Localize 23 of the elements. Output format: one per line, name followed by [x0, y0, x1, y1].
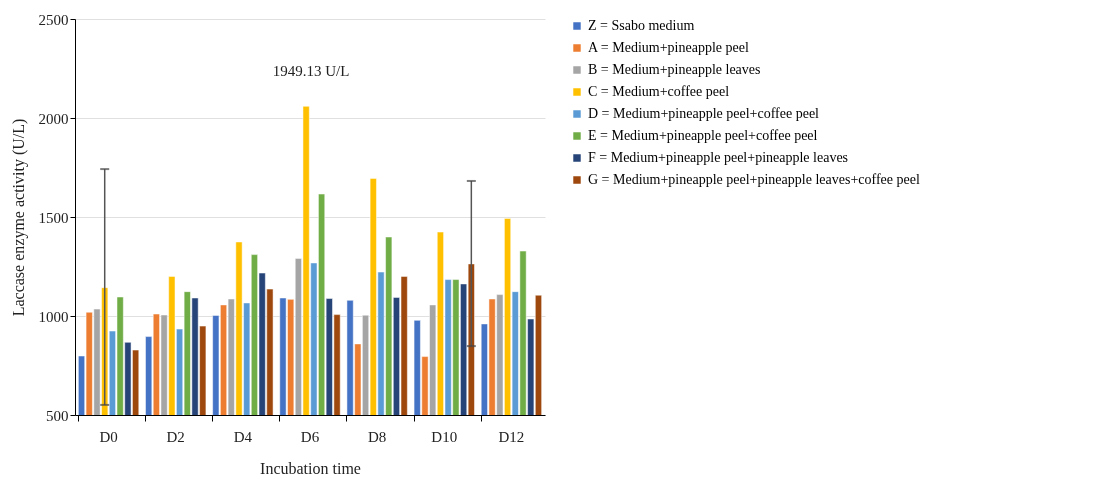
legend-label: F = Medium+pineapple peel+pineapple leaves: [588, 150, 849, 165]
legend-label: Z = Ssabo medium: [588, 18, 695, 33]
x-tick-label: D2: [166, 428, 185, 445]
y-tick-label: 2000: [38, 110, 69, 127]
x-tick-label: D4: [233, 428, 253, 445]
annotation: 1949.13 U/L: [272, 63, 350, 79]
legend-label: B = Medium+pineapple leaves: [588, 62, 761, 77]
x-tick-label: D12: [498, 428, 525, 445]
x-tick-label: D6: [300, 428, 320, 445]
legend-label: C = Medium+coffee peel: [588, 84, 730, 99]
legend-label: G = Medium+pineapple peel+pineapple leaves+coffee peel: [588, 172, 920, 187]
x-tick-label: D0: [99, 428, 118, 445]
y-tick-label: 2500: [38, 11, 69, 28]
legend-label: E = Medium+pineapple peel+coffee peel: [588, 128, 818, 143]
legend-label: A = Medium+pineapple peel: [588, 40, 749, 55]
y-tick-label: 1000: [38, 308, 69, 325]
x-tick-label: D8: [367, 428, 387, 445]
x-axis-title: Incubation time: [260, 459, 361, 477]
y-tick-label: 1500: [38, 209, 69, 226]
y-axis-title: Laccase enzyme activity (U/L): [9, 118, 28, 317]
x-tick-label: D10: [431, 428, 458, 445]
y-tick-label: 500: [46, 407, 69, 424]
legend-label: D = Medium+pineapple peel+coffee peel: [588, 106, 820, 121]
